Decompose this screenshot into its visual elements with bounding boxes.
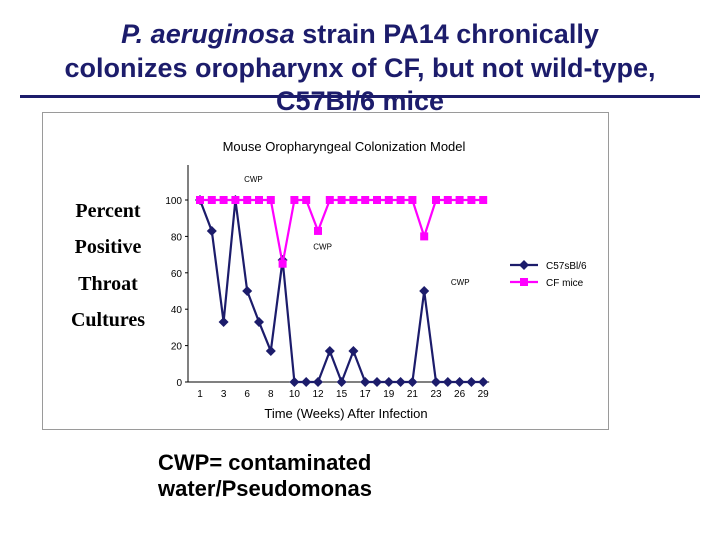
footnote: CWP= contaminated water/Pseudomonas	[158, 450, 372, 502]
x-tick-label: 26	[454, 389, 466, 400]
data-point-c57	[265, 346, 276, 357]
data-point-cf	[361, 196, 370, 204]
data-point-cf	[325, 196, 334, 204]
data-point-c57	[206, 225, 217, 236]
y-axis-word-percent: Percent	[75, 200, 141, 222]
data-point-c57	[478, 377, 489, 387]
y-tick-label: 20	[171, 342, 183, 353]
x-tick-label: 21	[407, 389, 419, 400]
data-point-cf	[373, 196, 381, 204]
x-axis-label: Time (Weeks) After Infection	[264, 406, 427, 421]
data-point-c57	[254, 316, 264, 327]
footnote-line-1: CWP= contaminated	[158, 450, 372, 475]
data-point-cf	[455, 196, 464, 204]
data-point-c57	[431, 377, 441, 387]
slide-title-line-3: C57Bl/6 mice	[275, 86, 445, 116]
legend-label-cf: CF mice	[546, 278, 584, 289]
x-tick-label: 6	[244, 389, 250, 400]
data-point-cf	[467, 196, 476, 204]
y-axis-word-cultures: Cultures	[70, 309, 146, 331]
chart-annotations: CWP CWP CWP	[244, 175, 469, 287]
data-point-cf	[479, 196, 488, 204]
y-tick-label: 60	[171, 269, 183, 280]
data-point-c57	[301, 377, 312, 387]
data-point-cf	[231, 196, 240, 204]
chart-legend: C57sBl/6 CF mice	[510, 260, 587, 289]
data-point-c57	[442, 377, 453, 387]
data-point-c57	[407, 377, 418, 387]
data-point-c57	[383, 377, 394, 387]
data-point-cf	[266, 196, 275, 204]
chart-frame	[42, 112, 609, 430]
x-tick-label: 29	[478, 389, 490, 400]
data-point-cf	[196, 196, 204, 204]
data-point-cf	[243, 196, 252, 204]
data-point-c57	[336, 377, 347, 387]
data-point-c57	[395, 377, 406, 387]
title-species: P. aeruginosa	[121, 19, 295, 49]
data-point-cf	[278, 259, 287, 268]
legend-marker-c57	[519, 260, 529, 270]
x-tick-label: 3	[221, 389, 227, 400]
data-point-cf	[255, 196, 263, 204]
annotation-cwp: CWP	[313, 243, 332, 252]
annotation-cwp: CWP	[244, 175, 263, 184]
annotation-cwp: CWP	[451, 278, 470, 287]
y-tick-label: 80	[171, 232, 183, 243]
legend-label-c57: C57sBl/6	[546, 261, 587, 272]
data-point-cf	[396, 196, 405, 204]
data-point-cf	[207, 196, 216, 204]
y-tick-label: 40	[171, 305, 183, 316]
chart-series	[195, 195, 489, 387]
y-tick-label: 0	[176, 378, 182, 389]
data-point-cf	[290, 196, 299, 204]
x-tick-label: 17	[360, 389, 372, 400]
data-point-c57	[218, 316, 229, 327]
legend-marker-cf	[520, 278, 528, 286]
data-point-cf	[443, 196, 452, 204]
data-point-c57	[313, 377, 323, 387]
x-tick-label: 12	[312, 389, 324, 400]
data-point-c57	[419, 286, 430, 296]
data-point-cf	[349, 196, 358, 204]
data-point-c57	[360, 377, 371, 387]
data-point-c57	[454, 377, 465, 387]
data-point-c57	[348, 346, 359, 357]
data-point-cf	[432, 196, 440, 204]
data-point-c57	[466, 377, 477, 387]
data-point-cf	[314, 226, 322, 235]
data-point-cf	[384, 196, 393, 204]
y-axis-word-positive: Positive	[74, 236, 142, 258]
x-tick-label: 8	[268, 389, 274, 400]
data-point-cf	[408, 196, 417, 204]
title-line-1-rest: strain PA14 chronically	[294, 19, 599, 49]
chart-title: Mouse Oropharyngeal Colonization Model	[223, 139, 466, 154]
data-point-cf	[302, 196, 311, 204]
data-point-cf	[420, 232, 429, 241]
y-axis-word-throat: Throat	[78, 273, 138, 295]
x-tick-label: 23	[430, 389, 442, 400]
slide-title-line-2: colonizes oropharynx of CF, but not wild…	[64, 53, 656, 83]
x-tick-label: 10	[289, 389, 301, 400]
x-tick-label: 1	[197, 389, 203, 400]
slide-title-line-1: P. aeruginosa strain PA14 chronically	[0, 18, 720, 51]
data-point-cf	[337, 196, 346, 204]
title-divider	[20, 95, 700, 98]
data-point-cf	[219, 196, 228, 204]
data-point-c57	[289, 377, 300, 387]
data-point-c57	[372, 377, 382, 387]
x-tick-label: 19	[383, 389, 395, 400]
y-tick-label: 100	[165, 196, 182, 207]
data-point-c57	[324, 346, 335, 357]
footnote-line-2: water/Pseudomonas	[158, 476, 372, 501]
data-point-c57	[242, 286, 253, 296]
x-tick-label: 15	[336, 389, 348, 400]
